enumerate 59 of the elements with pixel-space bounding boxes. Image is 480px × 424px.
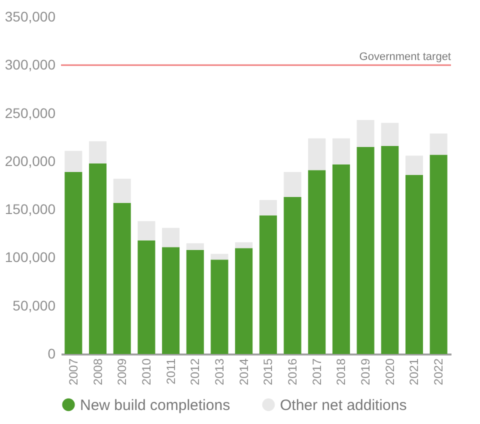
x-tick-label: 2018	[334, 358, 348, 386]
y-tick-label: 50,000	[12, 297, 56, 314]
bar	[88, 141, 107, 164]
bar	[405, 156, 424, 175]
x-tick-label: 2009	[115, 358, 130, 386]
y-tick-label: 250,000	[4, 104, 56, 121]
y-tick-label: 200,000	[4, 152, 56, 169]
bar	[284, 197, 302, 354]
y-tick-label: 350,000	[4, 8, 56, 24]
bar	[308, 170, 326, 354]
bar	[235, 242, 253, 248]
bar	[308, 138, 326, 170]
bar	[332, 138, 350, 164]
bar	[259, 215, 277, 354]
bar	[430, 134, 448, 155]
bar	[210, 260, 228, 354]
x-tick-label: 2012	[188, 358, 202, 386]
bar	[405, 174, 424, 354]
bar	[210, 254, 228, 260]
bar	[186, 243, 204, 250]
x-tick-label: 2017	[310, 358, 324, 386]
bar	[162, 228, 180, 248]
bar	[284, 172, 302, 198]
x-tick-label: 2010	[139, 358, 154, 386]
x-tick-label: 2008	[90, 358, 105, 386]
bar	[113, 202, 131, 354]
bar	[186, 250, 204, 354]
bar	[162, 247, 180, 354]
bar	[332, 164, 350, 354]
bar	[113, 178, 131, 203]
bar	[259, 200, 277, 216]
y-tick-label: 300,000	[4, 56, 56, 73]
x-tick-label: 2013	[212, 358, 226, 386]
x-tick-label: 2007	[66, 358, 80, 386]
x-tick-label: 2020	[382, 358, 397, 386]
y-tick-label: 0	[48, 346, 56, 362]
y-tick-label: 150,000	[4, 201, 56, 218]
bar	[356, 120, 374, 147]
x-tick-label: 2022	[432, 358, 446, 386]
x-tick-label: 2015	[261, 358, 276, 386]
x-tick-label: 2011	[164, 358, 178, 384]
bar	[430, 154, 448, 354]
bar	[88, 163, 107, 354]
bar	[64, 172, 82, 354]
x-tick-label: 2014	[236, 358, 251, 386]
bar	[64, 150, 82, 172]
y-tick-label: 100,000	[4, 249, 56, 266]
bar	[138, 240, 156, 354]
bar	[235, 248, 253, 354]
bar	[381, 122, 399, 146]
x-tick-label: 2021	[407, 358, 422, 386]
legend-label: New build completions	[80, 396, 230, 414]
bar	[138, 221, 156, 240]
x-tick-label: 2019	[358, 358, 373, 386]
x-tick-label: 2016	[286, 358, 300, 386]
legend-label: Other net additions	[280, 396, 407, 414]
bar	[356, 146, 374, 354]
ref-line-label: Government target	[359, 51, 451, 64]
bar	[381, 146, 399, 354]
